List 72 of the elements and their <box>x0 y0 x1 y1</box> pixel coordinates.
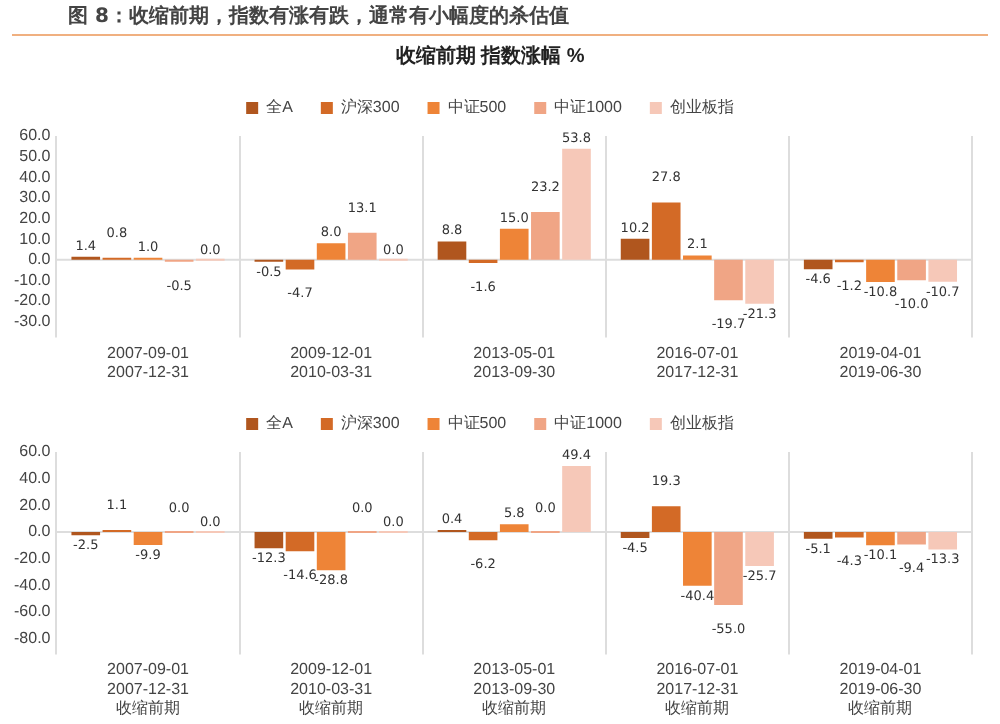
legend-label: 创业板指 <box>669 98 734 117</box>
bar <box>254 531 284 549</box>
bar <box>897 259 926 281</box>
bar <box>316 531 346 571</box>
bar <box>347 232 377 260</box>
bar <box>437 241 467 260</box>
legend-label: 中证1000 <box>554 414 623 433</box>
bar <box>316 243 346 260</box>
y-tick-label: -20.0 <box>14 291 52 310</box>
bar <box>620 531 650 538</box>
y-tick-label: 20.0 <box>19 208 52 227</box>
y-tick-label: 0.0 <box>28 250 52 269</box>
legend-label: 全A <box>266 414 295 433</box>
bar <box>531 211 560 260</box>
legend-label: 中证500 <box>447 414 508 433</box>
bar <box>803 259 833 270</box>
x-tick-label: 2009-12-01 2010-03-31 <box>290 343 374 381</box>
bar <box>835 531 864 538</box>
x-tick-label: 2016-07-01 2017-12-31 <box>656 343 740 381</box>
bar <box>651 202 681 260</box>
y-tick-label: -80.0 <box>14 628 52 647</box>
y-tick-label: -20.0 <box>14 548 52 567</box>
bar <box>928 531 958 550</box>
bar <box>928 259 958 282</box>
bar <box>866 259 895 283</box>
bar <box>468 531 498 541</box>
chart-title: 收缩前期 指数涨幅 % <box>395 43 585 68</box>
y-tick-label: 60.0 <box>19 126 52 145</box>
bar <box>285 259 315 270</box>
bar <box>714 531 743 606</box>
bar <box>897 531 926 545</box>
bar <box>866 531 895 546</box>
bar <box>499 524 529 532</box>
bar <box>745 259 774 304</box>
bar <box>133 531 163 546</box>
x-tick-label: 2013-05-01 2013-09-30 <box>473 343 557 381</box>
bar <box>803 531 833 539</box>
legend-label: 沪深300 <box>340 98 401 117</box>
y-tick-label: -60.0 <box>14 602 52 621</box>
bar <box>683 531 712 586</box>
x-tick-label: 2019-04-01 2019-06-30 <box>839 343 923 381</box>
legend-label: 中证1000 <box>554 98 623 117</box>
x-tick-label: 2019-04-01 2019-06-30 收缩前期 <box>839 660 923 717</box>
x-tick-label: 2016-07-01 2017-12-31 收缩前期 <box>656 660 740 717</box>
bar <box>745 531 774 567</box>
x-tick-label: 2007-09-01 2007-12-31 <box>107 343 191 381</box>
legend-label: 沪深300 <box>340 414 401 433</box>
bar <box>651 506 681 532</box>
legend-label: 创业板指 <box>669 414 734 433</box>
bar <box>285 531 315 552</box>
bar <box>499 228 529 260</box>
x-tick-label: 2013-05-01 2013-09-30 收缩前期 <box>473 660 557 717</box>
x-tick-label: 2009-12-01 2010-03-31 收缩前期 <box>290 660 374 717</box>
y-tick-label: 10.0 <box>19 229 52 248</box>
legend-label: 全A <box>266 98 295 117</box>
bar <box>714 259 743 301</box>
bar <box>620 238 650 260</box>
y-tick-label: 30.0 <box>19 188 52 207</box>
bar <box>562 148 591 260</box>
legend-label: 中证500 <box>447 98 508 117</box>
y-tick-label: -40.0 <box>14 575 52 594</box>
y-tick-label: -30.0 <box>14 312 52 331</box>
y-tick-label: 40.0 <box>19 469 52 488</box>
y-tick-label: 50.0 <box>19 147 52 166</box>
y-tick-label: 40.0 <box>19 167 52 186</box>
caption: 图 8：收缩前期，指数有涨有跌，通常有小幅度的杀估值 <box>12 0 988 36</box>
x-tick-label: 2007-09-01 2007-12-31 收缩前期 <box>107 660 191 717</box>
y-tick-label: 20.0 <box>19 495 52 514</box>
y-tick-label: -10.0 <box>14 270 52 289</box>
y-tick-label: 60.0 <box>19 442 52 461</box>
bar <box>562 466 591 532</box>
y-tick-label: 0.0 <box>28 522 52 541</box>
